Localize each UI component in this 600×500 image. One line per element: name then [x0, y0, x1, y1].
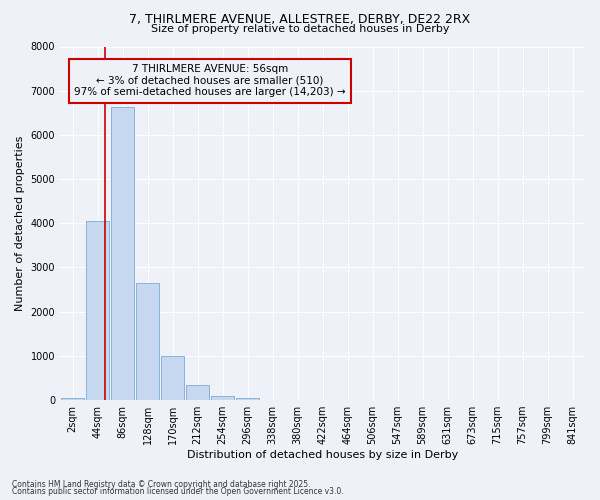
- Text: Contains HM Land Registry data © Crown copyright and database right 2025.: Contains HM Land Registry data © Crown c…: [12, 480, 311, 489]
- Bar: [185, 384, 209, 400]
- Y-axis label: Number of detached properties: Number of detached properties: [15, 136, 25, 311]
- Text: 7, THIRLMERE AVENUE, ALLESTREE, DERBY, DE22 2RX: 7, THIRLMERE AVENUE, ALLESTREE, DERBY, D…: [130, 12, 470, 26]
- Bar: [136, 283, 160, 400]
- X-axis label: Distribution of detached houses by size in Derby: Distribution of detached houses by size …: [187, 450, 458, 460]
- Bar: [161, 356, 184, 400]
- Text: 7 THIRLMERE AVENUE: 56sqm
← 3% of detached houses are smaller (510)
97% of semi-: 7 THIRLMERE AVENUE: 56sqm ← 3% of detach…: [74, 64, 346, 98]
- Bar: [211, 396, 235, 400]
- Text: Contains public sector information licensed under the Open Government Licence v3: Contains public sector information licen…: [12, 487, 344, 496]
- Bar: [61, 398, 85, 400]
- Bar: [86, 221, 109, 400]
- Bar: [110, 108, 134, 400]
- Text: Size of property relative to detached houses in Derby: Size of property relative to detached ho…: [151, 24, 449, 34]
- Bar: [236, 398, 259, 400]
